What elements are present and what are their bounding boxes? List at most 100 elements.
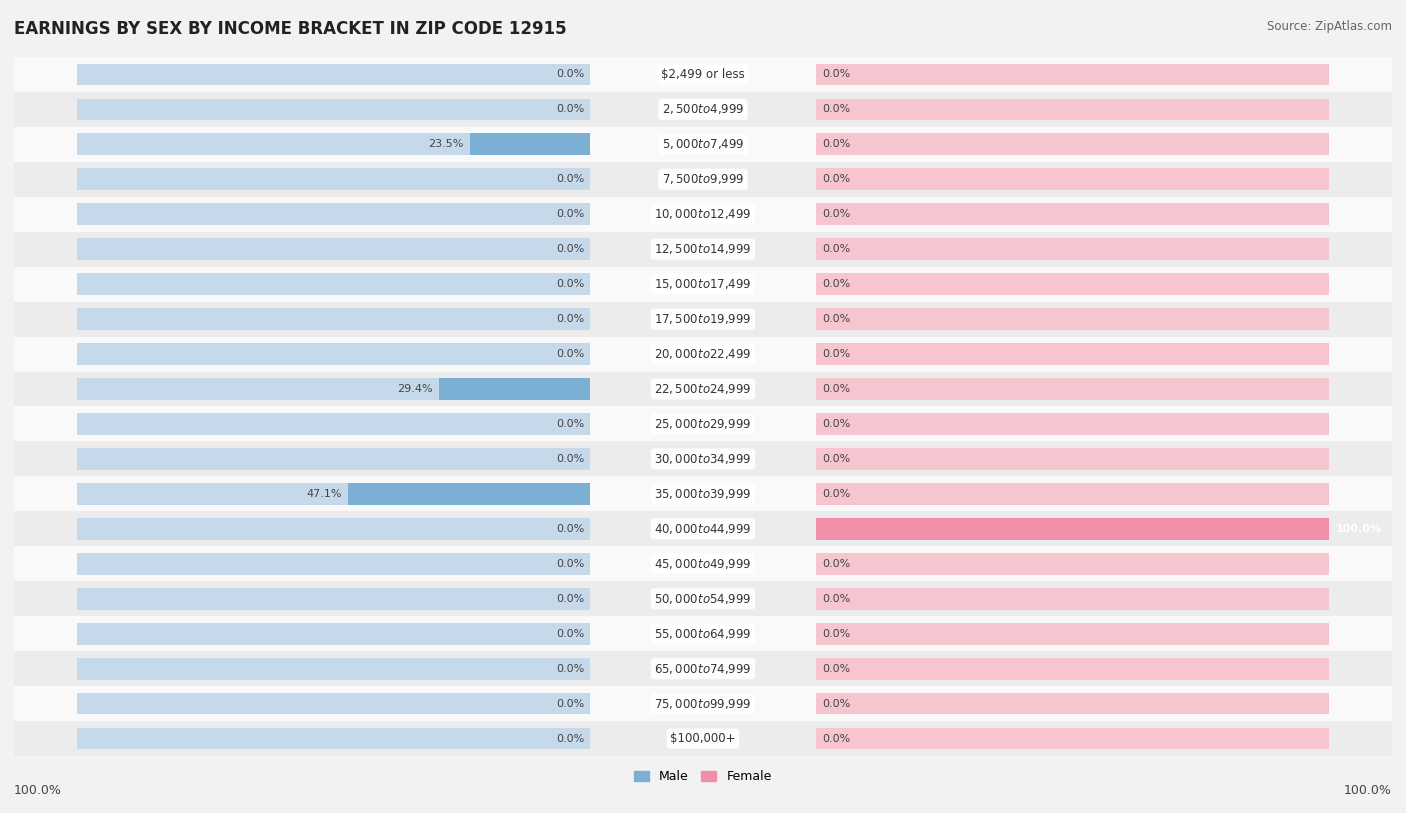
Bar bbox=[77, 448, 591, 470]
Text: 100.0%: 100.0% bbox=[1336, 524, 1382, 534]
Text: 23.5%: 23.5% bbox=[427, 139, 464, 150]
Text: 0.0%: 0.0% bbox=[823, 279, 851, 289]
Bar bbox=[815, 378, 1329, 400]
Text: 0.0%: 0.0% bbox=[823, 244, 851, 254]
Bar bbox=[77, 728, 591, 750]
Bar bbox=[14, 546, 1392, 581]
Bar bbox=[14, 372, 1392, 406]
Legend: Male, Female: Male, Female bbox=[630, 765, 776, 789]
Bar bbox=[14, 721, 1392, 756]
Text: $22,500 to $24,999: $22,500 to $24,999 bbox=[654, 382, 752, 396]
Bar bbox=[14, 337, 1392, 372]
Bar bbox=[77, 168, 591, 190]
Text: $40,000 to $44,999: $40,000 to $44,999 bbox=[654, 522, 752, 536]
Bar bbox=[77, 518, 591, 540]
Text: $5,000 to $7,499: $5,000 to $7,499 bbox=[662, 137, 744, 151]
Text: 0.0%: 0.0% bbox=[823, 174, 851, 185]
Bar bbox=[77, 553, 591, 575]
Bar bbox=[14, 302, 1392, 337]
Text: 0.0%: 0.0% bbox=[823, 733, 851, 744]
Text: 0.0%: 0.0% bbox=[823, 384, 851, 394]
Bar bbox=[77, 658, 591, 680]
Text: 0.0%: 0.0% bbox=[555, 559, 583, 569]
Text: 100.0%: 100.0% bbox=[14, 784, 62, 797]
Text: $75,000 to $99,999: $75,000 to $99,999 bbox=[654, 697, 752, 711]
Text: $10,000 to $12,499: $10,000 to $12,499 bbox=[654, 207, 752, 221]
Text: 0.0%: 0.0% bbox=[823, 454, 851, 464]
Text: 0.0%: 0.0% bbox=[823, 489, 851, 499]
Text: 0.0%: 0.0% bbox=[823, 209, 851, 220]
Bar bbox=[77, 693, 591, 715]
Text: $45,000 to $49,999: $45,000 to $49,999 bbox=[654, 557, 752, 571]
Bar bbox=[815, 518, 1329, 540]
Text: 47.1%: 47.1% bbox=[307, 489, 342, 499]
Text: $20,000 to $22,499: $20,000 to $22,499 bbox=[654, 347, 752, 361]
Text: $100,000+: $100,000+ bbox=[671, 733, 735, 745]
Bar bbox=[77, 483, 591, 505]
Text: 0.0%: 0.0% bbox=[555, 279, 583, 289]
Bar bbox=[815, 308, 1329, 330]
Bar bbox=[77, 203, 591, 225]
Text: 0.0%: 0.0% bbox=[823, 139, 851, 150]
Bar bbox=[815, 168, 1329, 190]
Text: 0.0%: 0.0% bbox=[823, 349, 851, 359]
Text: 0.0%: 0.0% bbox=[555, 698, 583, 709]
Text: 0.0%: 0.0% bbox=[823, 104, 851, 115]
Bar bbox=[349, 483, 591, 505]
Bar bbox=[77, 63, 591, 85]
Text: $50,000 to $54,999: $50,000 to $54,999 bbox=[654, 592, 752, 606]
Bar bbox=[815, 588, 1329, 610]
Text: 29.4%: 29.4% bbox=[398, 384, 433, 394]
Text: 0.0%: 0.0% bbox=[823, 69, 851, 80]
Text: $2,500 to $4,999: $2,500 to $4,999 bbox=[662, 102, 744, 116]
Bar bbox=[470, 133, 591, 155]
Bar bbox=[14, 651, 1392, 686]
Text: 0.0%: 0.0% bbox=[555, 628, 583, 639]
Text: 0.0%: 0.0% bbox=[823, 419, 851, 429]
Text: $55,000 to $64,999: $55,000 to $64,999 bbox=[654, 627, 752, 641]
Text: 0.0%: 0.0% bbox=[823, 663, 851, 674]
Text: 0.0%: 0.0% bbox=[555, 524, 583, 534]
Text: 0.0%: 0.0% bbox=[555, 733, 583, 744]
Bar bbox=[815, 133, 1329, 155]
Bar bbox=[815, 693, 1329, 715]
Text: 0.0%: 0.0% bbox=[555, 69, 583, 80]
Bar bbox=[815, 98, 1329, 120]
Text: 100.0%: 100.0% bbox=[1344, 784, 1392, 797]
Text: 0.0%: 0.0% bbox=[555, 663, 583, 674]
Text: Source: ZipAtlas.com: Source: ZipAtlas.com bbox=[1267, 20, 1392, 33]
Text: 0.0%: 0.0% bbox=[823, 559, 851, 569]
Text: $65,000 to $74,999: $65,000 to $74,999 bbox=[654, 662, 752, 676]
Bar bbox=[14, 511, 1392, 546]
Bar bbox=[77, 623, 591, 645]
Bar bbox=[14, 127, 1392, 162]
Text: $25,000 to $29,999: $25,000 to $29,999 bbox=[654, 417, 752, 431]
Bar bbox=[14, 686, 1392, 721]
Text: $15,000 to $17,499: $15,000 to $17,499 bbox=[654, 277, 752, 291]
Text: $12,500 to $14,999: $12,500 to $14,999 bbox=[654, 242, 752, 256]
Bar bbox=[77, 343, 591, 365]
Bar bbox=[14, 616, 1392, 651]
Text: 0.0%: 0.0% bbox=[823, 593, 851, 604]
Text: $7,500 to $9,999: $7,500 to $9,999 bbox=[662, 172, 744, 186]
Bar bbox=[815, 623, 1329, 645]
Bar bbox=[439, 378, 591, 400]
Bar bbox=[77, 378, 591, 400]
Bar bbox=[14, 267, 1392, 302]
Text: 0.0%: 0.0% bbox=[555, 419, 583, 429]
Bar bbox=[815, 413, 1329, 435]
Text: 0.0%: 0.0% bbox=[823, 698, 851, 709]
Text: $2,499 or less: $2,499 or less bbox=[661, 68, 745, 80]
Bar bbox=[14, 476, 1392, 511]
Text: $17,500 to $19,999: $17,500 to $19,999 bbox=[654, 312, 752, 326]
Text: $30,000 to $34,999: $30,000 to $34,999 bbox=[654, 452, 752, 466]
Bar bbox=[14, 581, 1392, 616]
Text: 0.0%: 0.0% bbox=[555, 349, 583, 359]
Bar bbox=[77, 588, 591, 610]
Bar bbox=[815, 63, 1329, 85]
Bar bbox=[77, 133, 591, 155]
Text: 0.0%: 0.0% bbox=[823, 628, 851, 639]
Bar bbox=[815, 483, 1329, 505]
Bar bbox=[77, 98, 591, 120]
Text: 0.0%: 0.0% bbox=[555, 593, 583, 604]
